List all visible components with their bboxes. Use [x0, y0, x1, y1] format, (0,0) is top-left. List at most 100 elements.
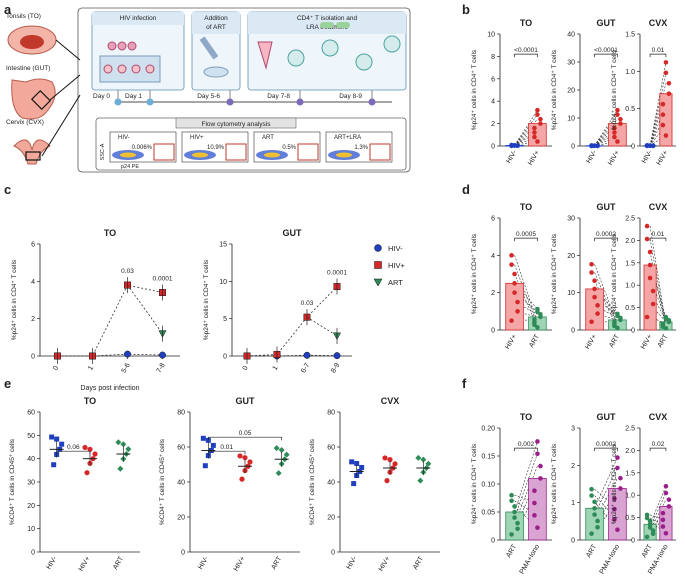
data-point: [125, 446, 132, 453]
flow-population-core: [192, 152, 208, 158]
x-tick-label: ART: [112, 555, 125, 571]
y-tick-label: 0: [181, 550, 185, 557]
y-tick-label: 60: [177, 445, 185, 452]
data-point: [612, 134, 617, 140]
data-point: [239, 476, 245, 482]
y-tick-label: 2.0: [625, 448, 635, 455]
x-tick-label: ART: [270, 555, 283, 571]
x-tick-label: ART: [505, 543, 518, 559]
x-tick-label: ART: [585, 543, 598, 559]
data-point: [532, 130, 537, 135]
x-tick-label: HIV+: [607, 150, 621, 167]
data-point: [647, 275, 653, 281]
data-point: [54, 436, 60, 442]
y-tick-label: 40: [327, 480, 335, 487]
data-point: [589, 319, 594, 325]
cervix-box: [25, 151, 41, 161]
data-point: [615, 465, 620, 471]
data-point: [82, 444, 88, 451]
chart-title: TO: [520, 18, 532, 28]
data-point: [650, 301, 656, 307]
legend-label: HIV-: [388, 244, 403, 253]
x-tick-label: 1: [272, 365, 280, 372]
y-tick-label: 4: [31, 279, 35, 286]
data-point: [283, 451, 290, 458]
p-value-label: 0.0002: [596, 231, 616, 238]
chart-title: CVX: [649, 18, 668, 28]
chart-title: TO: [104, 228, 116, 238]
paired-line: [594, 123, 618, 147]
y-axis-label: %p24⁺ cells in CD4⁺ T cells: [471, 233, 478, 314]
data-point: [595, 311, 600, 316]
x-tick-label: ART: [528, 333, 541, 349]
p-value-label: 0.06: [67, 444, 80, 451]
data-point: [59, 441, 65, 447]
data-point: [538, 463, 543, 469]
y-tick-label: 1: [571, 500, 575, 507]
y-axis-label: %p24⁺ cells in CD4⁺ T cells: [471, 49, 478, 130]
data-point: [512, 509, 517, 515]
significance-bracket: [207, 450, 246, 455]
data-point: [515, 520, 520, 526]
paired-line: [594, 109, 618, 146]
y-tick-label: 2: [491, 121, 495, 128]
data-point: [87, 446, 93, 452]
data-point: [200, 435, 206, 441]
intestine-box: [30, 89, 52, 111]
data-point: [666, 80, 672, 86]
x-tick-label: HIV+: [378, 556, 392, 573]
y-axis-label: %p24⁺ cells in CD4⁺ T cells: [203, 259, 210, 340]
day-label: Day 8-9: [339, 93, 362, 100]
tissue-arrow: [49, 74, 81, 101]
y-tick-label: 2.0: [625, 238, 635, 245]
flow-population-core: [120, 152, 136, 158]
p-value-label: <0.0001: [594, 47, 618, 54]
data-point: [535, 309, 540, 315]
y-tick-label: 6: [491, 76, 495, 83]
flow-percentage: 0.5%: [282, 145, 296, 151]
y-tick-label: 0.5: [625, 305, 635, 312]
x-tick-label: HIV-: [346, 555, 359, 571]
data-point: [647, 262, 653, 268]
y-tick-label: 0.15: [481, 454, 495, 461]
significance-bracket: [207, 436, 283, 441]
data-point: [509, 498, 514, 504]
chart-title: GUT: [597, 202, 617, 212]
x-tick-label: HIV+: [78, 556, 92, 573]
data-point: [592, 143, 597, 149]
data-point: [663, 70, 669, 76]
flow-gate: [369, 143, 391, 161]
y-tick-label: 10: [27, 526, 35, 533]
data-point: [663, 530, 669, 536]
data-point: [589, 486, 594, 492]
data-point: [159, 351, 166, 359]
y-axis-label: %p24⁺ cells in CD4⁺ T cells: [11, 259, 18, 340]
data-point: [384, 478, 390, 484]
y-tick-label: 0: [631, 538, 635, 545]
data-point: [644, 534, 650, 540]
data-point: [592, 499, 597, 505]
series-line: [57, 284, 163, 357]
chart-title: CVX: [649, 412, 668, 422]
p-value-label: 0.0005: [516, 231, 536, 238]
x-tick-label: HIV+: [527, 150, 541, 167]
x-axis-label: Days post infection: [80, 385, 139, 392]
data-point: [644, 515, 650, 521]
x-tick-label: HIV-: [197, 555, 210, 571]
tissue-label: Intestine (GUT): [6, 65, 50, 72]
chart-f-TO: 0 0.05 0.10 0.15 0.20 TO %p24⁺ cells in CD4⁺ T…: [471, 412, 552, 575]
data-point: [644, 223, 650, 229]
data-point: [538, 121, 543, 126]
paired-line: [594, 127, 618, 147]
paired-line: [649, 226, 667, 326]
y-tick-label: 30: [27, 480, 35, 487]
flow-panel-label: HIV+: [190, 135, 204, 141]
data-point: [615, 112, 620, 117]
x-tick-label: 0: [242, 365, 250, 372]
lra-pill-icon: [320, 22, 334, 28]
flow-title: Flow cytometry analysis: [202, 121, 272, 128]
data-point: [589, 261, 594, 267]
y-tick-label: 2: [491, 290, 495, 297]
paired-line: [514, 494, 538, 504]
